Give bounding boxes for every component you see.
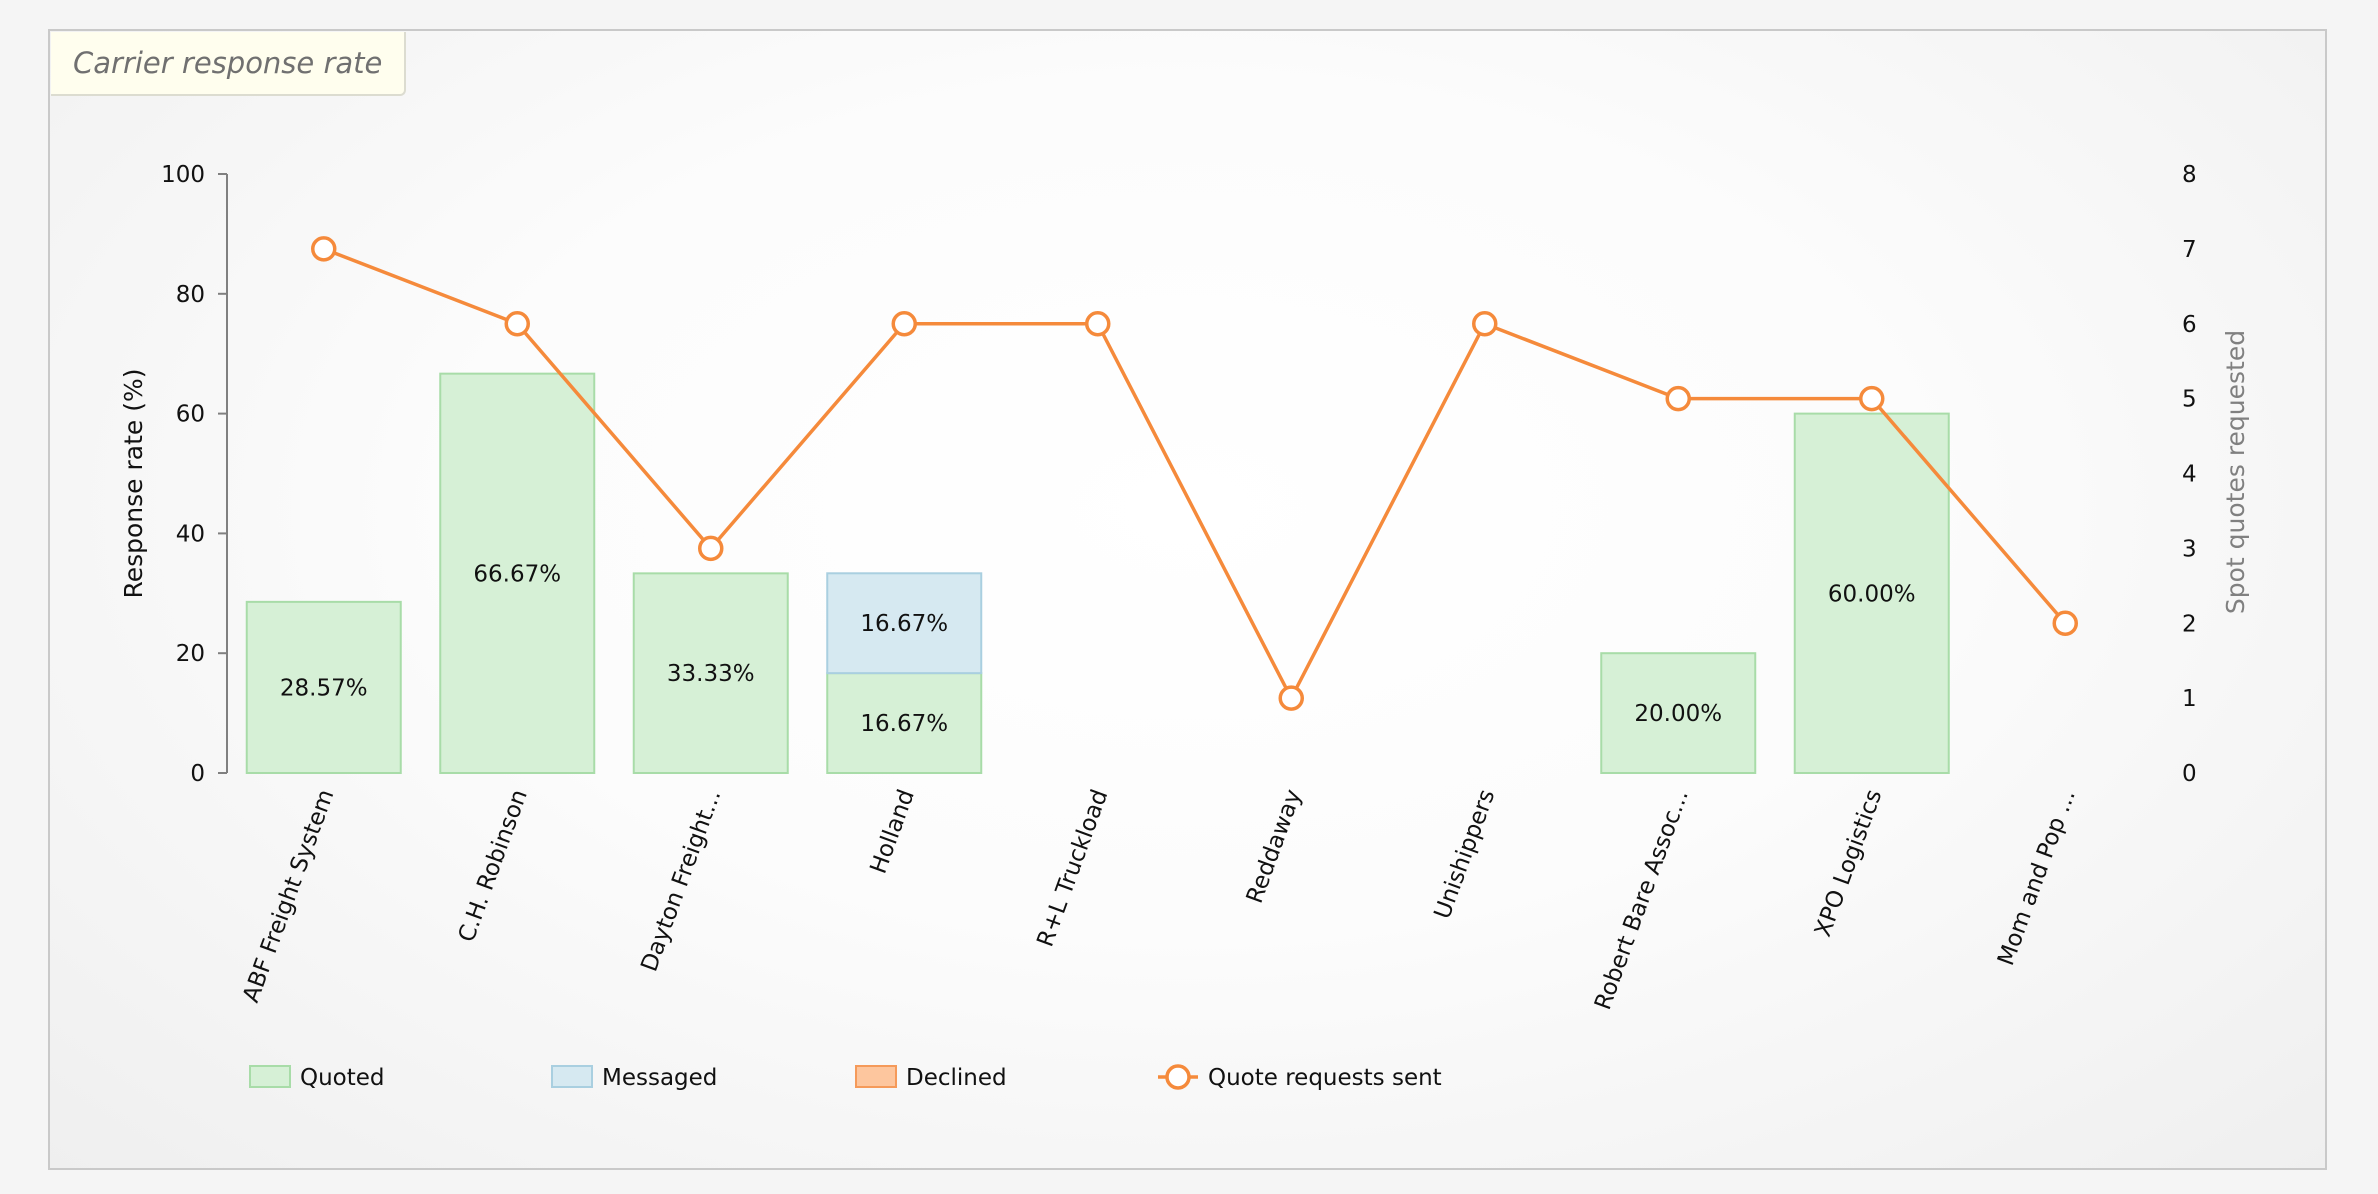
legend-label: Quoted <box>300 1065 385 1091</box>
quote-requests-point[interactable] <box>698 535 724 562</box>
legend-item-quote-requests-sent[interactable]: Quote requests sent <box>1158 1064 1442 1091</box>
x-tick-label: Mom and Pop ... <box>1993 786 2081 969</box>
x-tick-label: Unishippers <box>1430 786 1501 922</box>
legend-item-declined[interactable]: Declined <box>855 1065 1007 1091</box>
x-tick-label: Reddaway <box>1242 786 1307 907</box>
legend-item-quoted[interactable]: Quoted <box>249 1065 385 1091</box>
y-tick-label: 100 <box>161 162 205 188</box>
legend-swatch <box>551 1065 593 1088</box>
x-tick-label: R+L Truckload <box>1032 786 1113 950</box>
legend-swatch <box>855 1065 897 1088</box>
y-axis-title: Response rate (%) <box>119 368 148 598</box>
y-tick-label: 40 <box>176 521 205 547</box>
quote-requests-line <box>323 247 2067 700</box>
quote-requests-point[interactable] <box>1085 311 1111 337</box>
bar-labels-layer: 28.57% 66.67% 33.33% 16.67% 16.67% 20.00% 60.0… <box>280 561 1916 737</box>
legend-swatch <box>249 1065 291 1088</box>
x-tick-label: ABF Freight System <box>238 786 339 1006</box>
bar-messaged[interactable] <box>826 572 983 675</box>
y-tick-label: 80 <box>176 282 205 308</box>
y2-tick-label: 1 <box>2182 686 2197 712</box>
bar-quoted[interactable] <box>632 572 789 774</box>
x-tick-label: C.H. Robinson <box>454 786 533 945</box>
bar-value-label: 66.67% <box>473 561 561 587</box>
x-tick-label: Holland <box>866 786 920 877</box>
y-tick-label: 20 <box>176 641 205 667</box>
bar-value-label: 20.00% <box>1634 701 1722 727</box>
y2-tick-label: 4 <box>2182 462 2197 488</box>
x-tick-labels-layer: ABF Freight System C.H. Robinson Dayton Fr… <box>238 786 2081 1013</box>
y2-tick-label: 5 <box>2182 387 2197 413</box>
bar-quoted[interactable] <box>1793 412 1950 774</box>
bar-value-label: 60.00% <box>1828 581 1916 607</box>
bar-value-label: 16.67% <box>860 611 948 637</box>
bars-layer <box>245 372 1950 775</box>
bar-value-label: 16.67% <box>860 711 948 737</box>
y2-tick-label: 0 <box>2182 761 2197 787</box>
legend: Quoted Messaged Declined Quote requests sen… <box>249 1064 1442 1091</box>
chart-title: Carrier response rate <box>51 32 407 96</box>
y2-tick-label: 3 <box>2182 536 2197 562</box>
y-tick-label: 0 <box>190 761 205 787</box>
quote-requests-point[interactable] <box>1665 385 1691 412</box>
legend-label: Quote requests sent <box>1208 1065 1442 1091</box>
bar-value-label: 33.33% <box>667 661 755 687</box>
y2-tick-label: 6 <box>2182 312 2197 338</box>
legend-marker <box>1165 1064 1191 1090</box>
bar-quoted[interactable] <box>1600 652 1757 775</box>
quote-requests-point[interactable] <box>2052 610 2078 636</box>
quote-requests-point[interactable] <box>1859 385 1885 412</box>
y2-tick-label: 8 <box>2182 162 2197 188</box>
quote-requests-point[interactable] <box>311 236 337 262</box>
y2-tick-label: 2 <box>2182 611 2197 637</box>
axes-layer: 0 20 40 60 80 100 0 1 2 3 4 5 6 7 8 Response rate (%) Sp… <box>119 162 2250 787</box>
y2-tick-label: 7 <box>2182 237 2197 263</box>
y-tick-label: 60 <box>176 402 205 428</box>
bar-quoted[interactable] <box>439 372 596 774</box>
legend-label: Messaged <box>602 1065 717 1091</box>
quote-requests-point[interactable] <box>504 311 530 337</box>
legend-label: Declined <box>906 1065 1007 1091</box>
x-tick-label: XPO Logistics <box>1810 786 1887 940</box>
bar-value-label: 28.57% <box>280 675 368 701</box>
quote-requests-point[interactable] <box>891 311 917 337</box>
x-tick-label: Dayton Freight... <box>636 786 726 975</box>
legend-item-messaged[interactable]: Messaged <box>551 1065 717 1091</box>
quote-requests-point[interactable] <box>1278 685 1304 711</box>
line-layer <box>311 236 2078 711</box>
bar-quoted[interactable] <box>245 600 402 775</box>
y2-axis-title: Spot quotes requested <box>2221 330 2250 614</box>
x-tick-label: Robert Bare Assoc... <box>1590 786 1694 1013</box>
quote-requests-point[interactable] <box>1472 311 1498 337</box>
